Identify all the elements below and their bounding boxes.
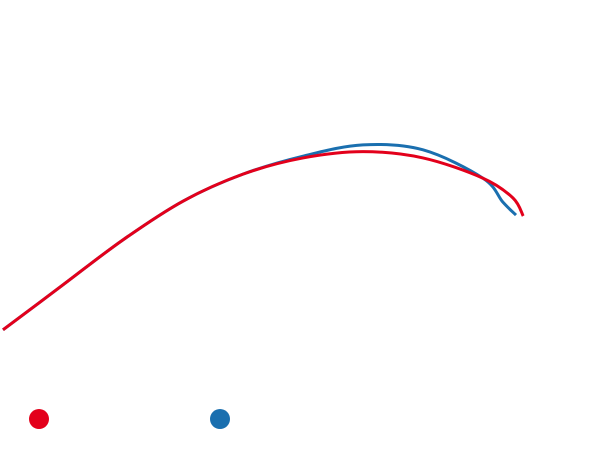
legend-marker-1	[29, 409, 49, 429]
series-line-2	[2, 142, 518, 332]
series-line-1	[2, 150, 525, 332]
legend-marker-2	[210, 409, 230, 429]
